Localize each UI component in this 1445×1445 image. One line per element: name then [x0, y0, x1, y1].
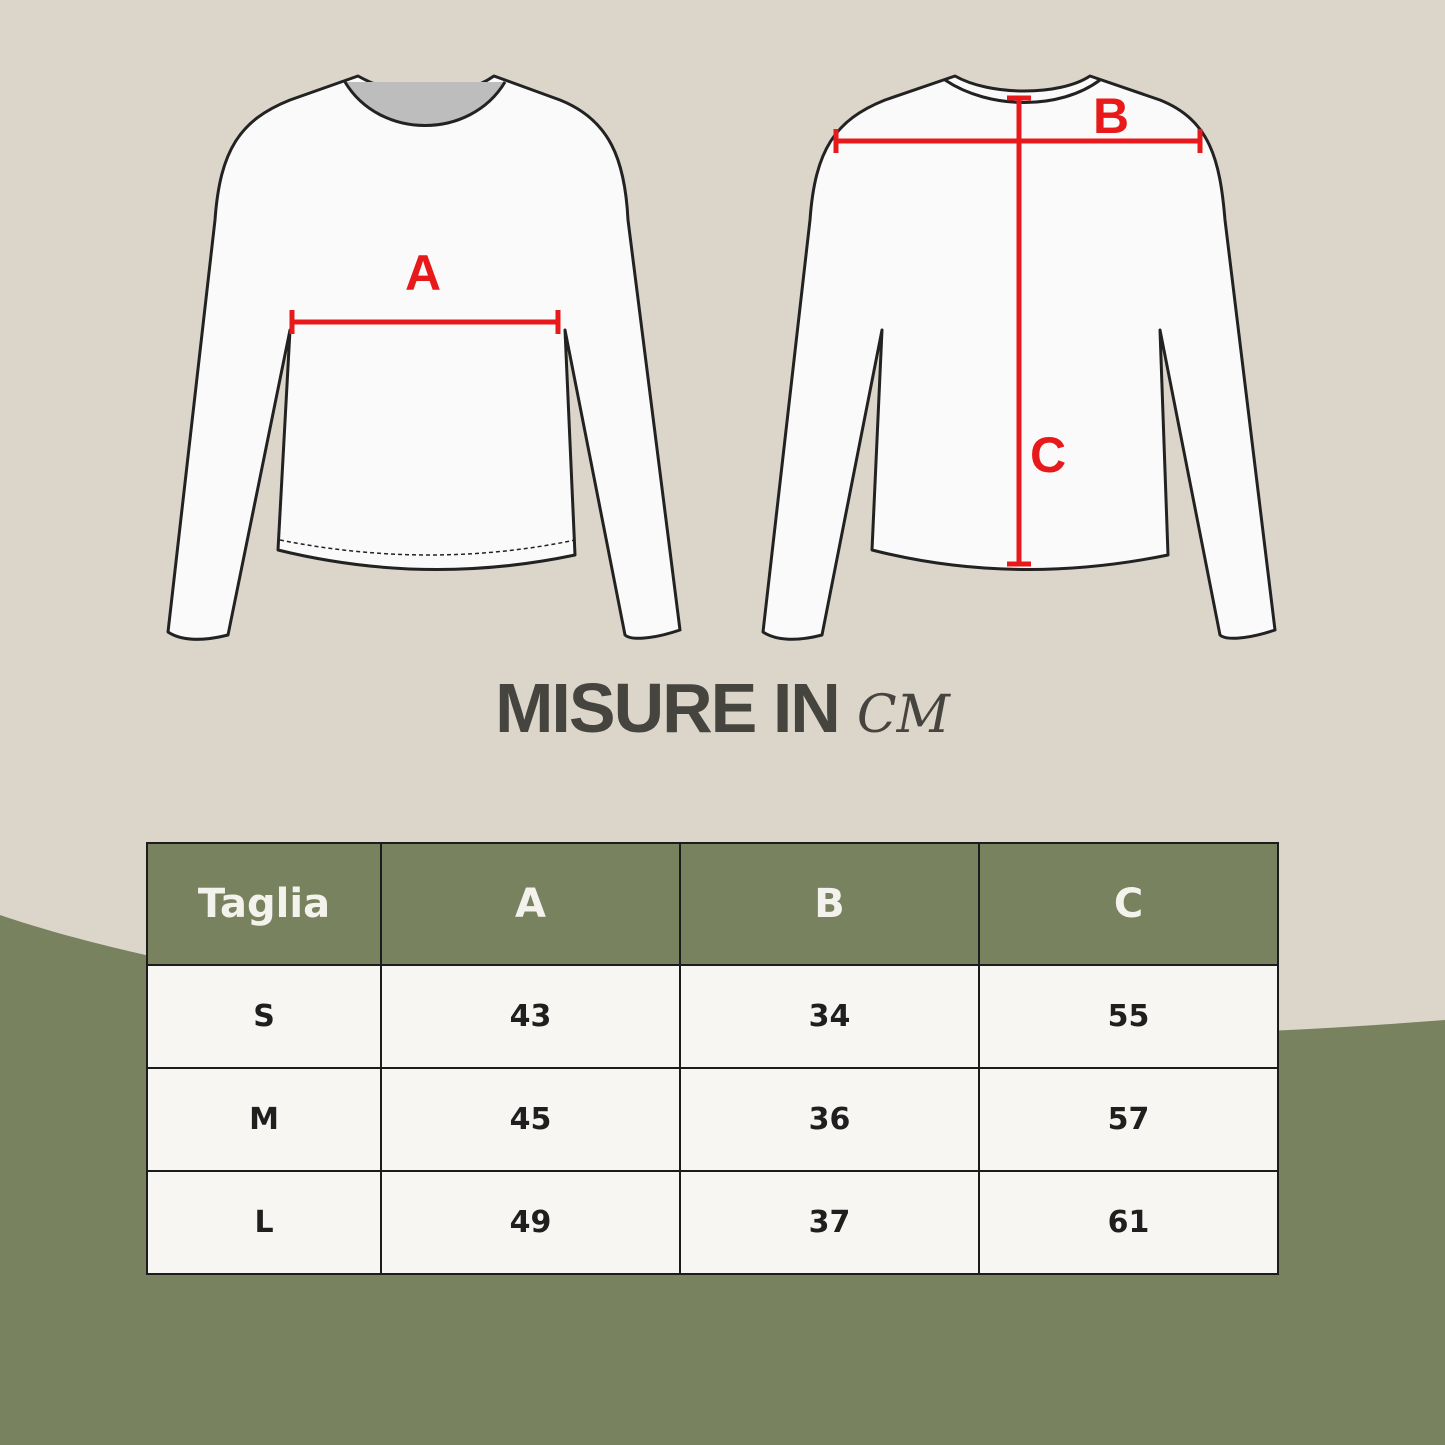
table-cell: L — [146, 1170, 382, 1275]
table-cell: S — [146, 964, 382, 1069]
table-cell: 43 — [380, 964, 681, 1069]
table-row: M 45 36 57 — [146, 1067, 1279, 1172]
page-title: MISURE IN CM — [0, 668, 1445, 748]
table-header: Taglia A B C — [146, 842, 1279, 966]
header-cell: C — [978, 842, 1279, 966]
table-cell: 49 — [380, 1170, 681, 1275]
table-cell: M — [146, 1067, 382, 1172]
table-row: L 49 37 61 — [146, 1170, 1279, 1275]
table-row: S 43 34 55 — [146, 964, 1279, 1069]
title-main: MISURE IN — [495, 669, 841, 747]
label-c: C — [1030, 427, 1066, 483]
table-cell: 57 — [978, 1067, 1279, 1172]
front-shirt — [166, 74, 682, 641]
label-a: A — [405, 245, 441, 301]
measure-a — [289, 310, 561, 334]
table-cell: 45 — [380, 1067, 681, 1172]
header-cell: Taglia — [146, 842, 382, 966]
title-unit: CM — [856, 685, 950, 745]
table-cell: 61 — [978, 1170, 1279, 1275]
shirt-illustrations: A B C — [166, 74, 1277, 641]
label-b: B — [1093, 88, 1129, 144]
table-cell: 37 — [679, 1170, 980, 1275]
header-cell: A — [380, 842, 681, 966]
measure-c — [1007, 95, 1031, 567]
table-cell: 34 — [679, 964, 980, 1069]
header-cell: B — [679, 842, 980, 966]
table-cell: 36 — [679, 1067, 980, 1172]
table-cell: 55 — [978, 964, 1279, 1069]
size-table: Taglia A B C S 43 34 55 M 45 36 57 L 49 … — [146, 842, 1279, 1275]
